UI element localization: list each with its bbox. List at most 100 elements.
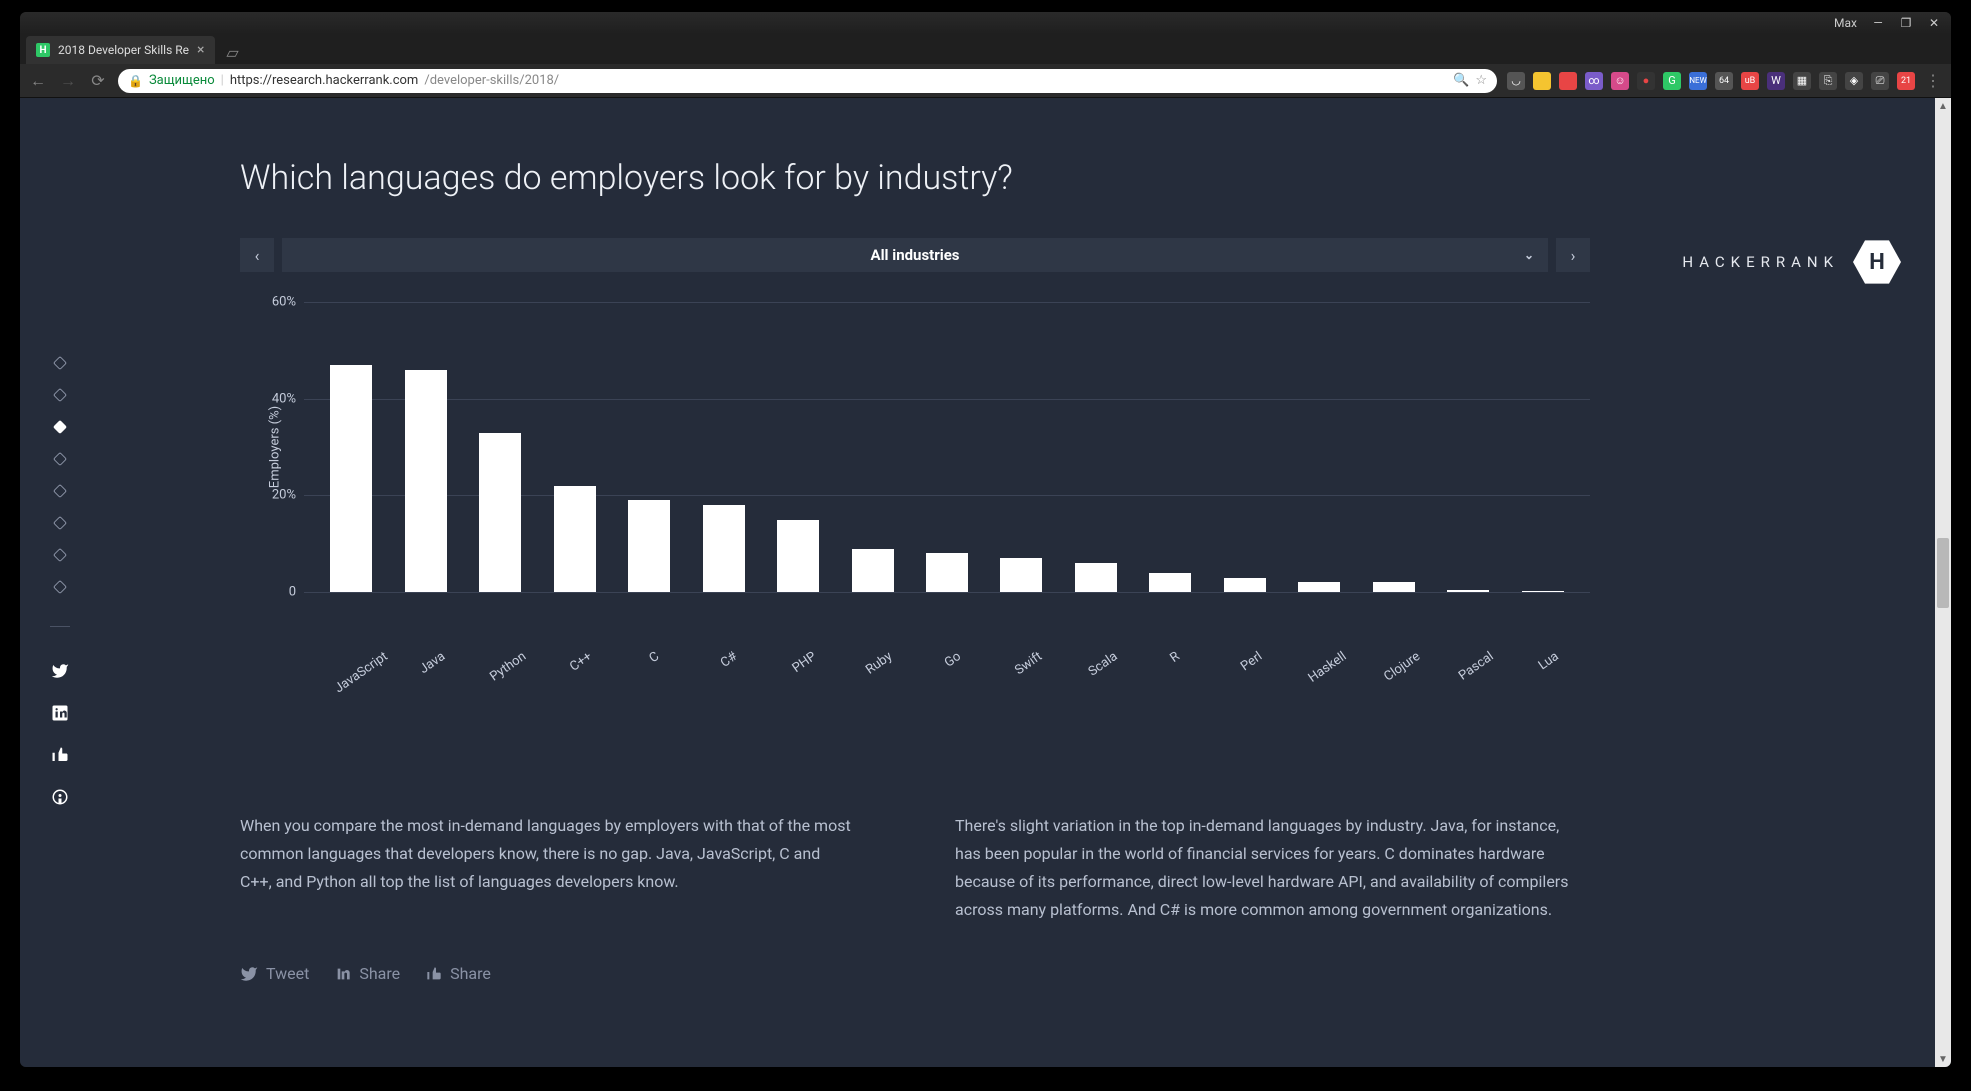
bar xyxy=(1149,573,1191,592)
address-bar[interactable]: 🔒 Защищено | https://research.hackerrank… xyxy=(118,69,1497,93)
bar xyxy=(1373,582,1415,592)
scroll-down-arrow[interactable]: ▼ xyxy=(1935,1051,1951,1067)
y-tick: 60% xyxy=(272,295,296,310)
ext-notification-badge[interactable]: 21 xyxy=(1897,72,1915,90)
chevron-down-icon: ⌄ xyxy=(1524,248,1534,262)
prev-industry-button[interactable]: ‹ xyxy=(240,238,274,272)
body-text-left: When you compare the most in-demand lang… xyxy=(240,812,855,924)
hackerrank-logo: HACKERRANK H xyxy=(1682,238,1901,286)
x-label: C++ xyxy=(567,649,595,675)
ext-icon-shield[interactable]: ◈ xyxy=(1845,72,1863,90)
bar xyxy=(330,365,372,592)
bookmark-star-icon[interactable]: ☆ xyxy=(1475,73,1487,88)
reload-button[interactable]: ⟳ xyxy=(88,71,108,90)
ext-icon-w[interactable]: W xyxy=(1767,72,1785,90)
y-tick: 0 xyxy=(289,585,296,600)
thumbs-up-icon xyxy=(426,966,442,982)
bar xyxy=(1075,563,1117,592)
x-label: Scala xyxy=(1086,649,1121,680)
window-close-button[interactable]: ✕ xyxy=(1923,15,1945,31)
bar xyxy=(479,433,521,593)
linkedin-icon[interactable] xyxy=(50,703,70,723)
forward-button[interactable]: → xyxy=(58,71,78,91)
bar xyxy=(1000,558,1042,592)
ext-icon-pink[interactable]: ☺ xyxy=(1611,72,1629,90)
industry-dropdown[interactable]: All industries ⌄ xyxy=(282,238,1548,272)
chrome-menu-icon[interactable]: ⋮ xyxy=(1923,71,1943,90)
bar xyxy=(554,486,596,592)
x-label: Clojure xyxy=(1381,649,1423,685)
x-label: Lua xyxy=(1536,649,1562,673)
page-scrollbar[interactable]: ▲ ▼ xyxy=(1935,98,1951,1067)
nav-dot[interactable] xyxy=(53,516,67,530)
nav-dot[interactable] xyxy=(53,548,67,562)
ext-icon-red[interactable] xyxy=(1559,72,1577,90)
linkedin-icon xyxy=(335,966,351,982)
zoom-icon[interactable]: 🔍 xyxy=(1453,73,1469,88)
ext-icon-64[interactable]: 64 xyxy=(1715,72,1733,90)
ext-icon-cast[interactable]: ⎚ xyxy=(1871,72,1889,90)
podcast-icon[interactable] xyxy=(50,787,70,807)
ext-icon-new[interactable]: NEW xyxy=(1689,72,1707,90)
window-minimize-button[interactable]: — xyxy=(1867,15,1889,31)
browser-tab-strip: H 2018 Developer Skills Re × ▱ xyxy=(20,34,1951,64)
ext-grammarly-icon[interactable]: G xyxy=(1663,72,1681,90)
os-titlebar: Max — ❐ ✕ xyxy=(20,12,1951,34)
scroll-thumb[interactable] xyxy=(1937,538,1949,608)
ext-ublock-icon[interactable]: uB xyxy=(1741,72,1759,90)
x-label: Swift xyxy=(1012,649,1045,678)
ext-icon-yellow[interactable] xyxy=(1533,72,1551,90)
twitter-icon xyxy=(240,965,258,983)
page-content: Which languages do employers look for by… xyxy=(20,98,1951,1067)
logo-hex-icon: H xyxy=(1853,238,1901,286)
thumbs-up-icon[interactable] xyxy=(50,745,70,765)
x-label: Ruby xyxy=(863,649,895,678)
tab-title: 2018 Developer Skills Re xyxy=(58,43,189,57)
bar xyxy=(628,500,670,592)
ext-icon-purple[interactable]: ∞ xyxy=(1585,72,1603,90)
languages-bar-chart: Employers (%) 020%40%60% JavaScriptJavaP… xyxy=(240,302,1590,622)
tweet-button[interactable]: Tweet xyxy=(240,964,309,983)
tab-close-icon[interactable]: × xyxy=(197,42,204,58)
ext-icon-grey2[interactable]: ⎘ xyxy=(1819,72,1837,90)
secure-label: Защищено xyxy=(149,73,215,88)
url-host: https://research.hackerrank.com xyxy=(230,73,419,88)
ext-icon-grey1[interactable]: ▦ xyxy=(1793,72,1811,90)
extension-icons: ◡ ∞ ☺ ● G NEW 64 uB W ▦ ⎘ ◈ ⎚ 21 ⋮ xyxy=(1507,71,1943,90)
window-maximize-button[interactable]: ❐ xyxy=(1895,15,1917,31)
x-label: Pascal xyxy=(1456,649,1497,684)
bar xyxy=(1298,582,1340,592)
x-label: Java xyxy=(417,649,448,677)
bar xyxy=(1447,590,1489,592)
nav-dot[interactable] xyxy=(53,388,67,402)
bar xyxy=(703,505,745,592)
x-label: Haskell xyxy=(1306,649,1350,686)
browser-toolbar: ← → ⟳ 🔒 Защищено | https://research.hack… xyxy=(20,64,1951,98)
x-label: C# xyxy=(718,649,740,671)
y-tick: 40% xyxy=(272,391,296,406)
nav-dot[interactable] xyxy=(53,580,67,594)
nav-dot[interactable] xyxy=(53,452,67,466)
logo-text: HACKERRANK xyxy=(1682,253,1839,271)
y-tick: 20% xyxy=(272,488,296,503)
x-label: Python xyxy=(487,649,529,684)
nav-dot[interactable] xyxy=(53,356,67,370)
y-axis-label: Employers (%) xyxy=(268,406,283,488)
ext-pocket-icon[interactable]: ◡ xyxy=(1507,72,1525,90)
browser-tab[interactable]: H 2018 Developer Skills Re × xyxy=(26,36,215,64)
lock-icon: 🔒 xyxy=(128,74,143,88)
ext-icon-circle[interactable]: ● xyxy=(1637,72,1655,90)
x-label: JavaScript xyxy=(332,649,391,696)
bar xyxy=(1224,578,1266,593)
scroll-up-arrow[interactable]: ▲ xyxy=(1935,98,1951,114)
nav-dot[interactable] xyxy=(53,420,67,434)
next-industry-button[interactable]: › xyxy=(1556,238,1590,272)
linkedin-share-button[interactable]: Share xyxy=(335,964,400,983)
new-tab-button[interactable]: ▱ xyxy=(221,40,245,64)
back-button[interactable]: ← xyxy=(28,71,48,91)
bar xyxy=(405,370,447,592)
os-username: Max xyxy=(1834,16,1857,30)
nav-dot[interactable] xyxy=(53,484,67,498)
twitter-icon[interactable] xyxy=(50,661,70,681)
like-share-button[interactable]: Share xyxy=(426,964,491,983)
